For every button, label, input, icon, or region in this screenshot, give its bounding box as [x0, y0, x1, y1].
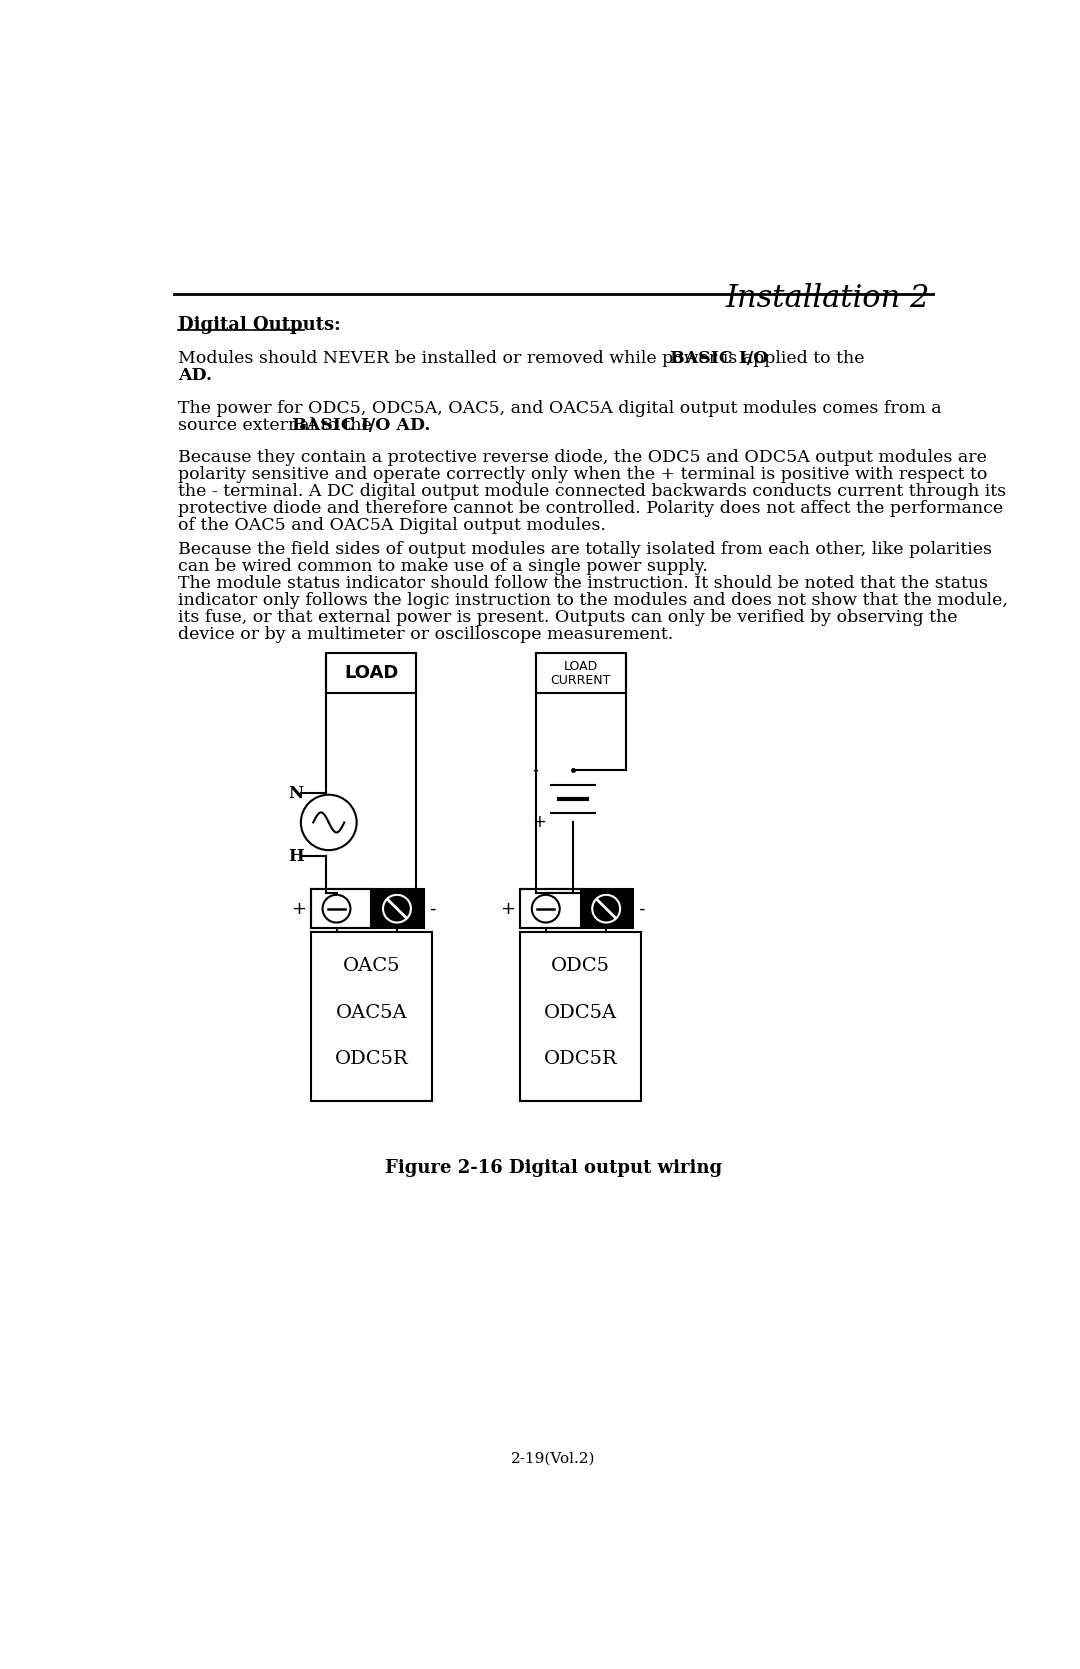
Circle shape: [383, 895, 410, 923]
Circle shape: [323, 895, 350, 923]
Text: device or by a multimeter or oscilloscope measurement.: device or by a multimeter or oscilloscop…: [177, 626, 673, 643]
Circle shape: [592, 895, 620, 923]
Text: +: +: [292, 900, 307, 918]
Text: Because they contain a protective reverse diode, the ODC5 and ODC5A output modul: Because they contain a protective revers…: [177, 449, 986, 466]
Text: of the OAC5 and OAC5A Digital output modules.: of the OAC5 and OAC5A Digital output mod…: [177, 517, 606, 534]
Text: protective diode and therefore cannot be controlled. Polarity does not affect th: protective diode and therefore cannot be…: [177, 499, 1002, 517]
Text: OAC5A: OAC5A: [336, 1003, 407, 1021]
Text: +: +: [532, 813, 546, 831]
Bar: [311, 890, 424, 928]
Text: N: N: [288, 784, 303, 801]
Text: Because the field sides of output modules are totally isolated from each other, : Because the field sides of output module…: [177, 541, 991, 559]
Text: BASIC I/O: BASIC I/O: [670, 350, 768, 367]
Text: H: H: [288, 848, 305, 865]
Text: LOAD: LOAD: [564, 661, 597, 673]
Text: polarity sensitive and operate correctly only when the + terminal is positive wi: polarity sensitive and operate correctly…: [177, 466, 987, 482]
Text: OAC5: OAC5: [342, 958, 400, 975]
Text: The power for ODC5, ODC5A, OAC5, and OAC5A digital output modules comes from a: The power for ODC5, ODC5A, OAC5, and OAC…: [177, 401, 942, 417]
Bar: [372, 890, 424, 928]
Text: 2-19(Vol.2): 2-19(Vol.2): [511, 1452, 596, 1465]
Text: the - terminal. A DC digital output module connected backwards conducts current : the - terminal. A DC digital output modu…: [177, 482, 1005, 501]
Text: BASIC I/O AD.: BASIC I/O AD.: [293, 417, 431, 434]
Text: +: +: [500, 900, 515, 918]
Bar: [521, 931, 642, 1102]
Text: -: -: [429, 900, 435, 918]
Text: LOAD: LOAD: [345, 664, 399, 683]
Bar: [311, 931, 432, 1102]
Text: indicator only follows the logic instruction to the modules and does not show th: indicator only follows the logic instruc…: [177, 592, 1008, 609]
Circle shape: [531, 895, 559, 923]
Text: Digital Outputs:: Digital Outputs:: [177, 315, 340, 334]
Circle shape: [301, 794, 356, 850]
Text: CURRENT: CURRENT: [551, 674, 611, 688]
Bar: [521, 890, 581, 928]
Text: ODC5: ODC5: [551, 958, 610, 975]
Text: its fuse, or that external power is present. Outputs can only be verified by obs: its fuse, or that external power is pres…: [177, 609, 957, 626]
Text: ODC5R: ODC5R: [543, 1050, 618, 1068]
Text: source external to the: source external to the: [177, 417, 377, 434]
Text: AD.: AD.: [177, 367, 212, 384]
Bar: [536, 653, 625, 693]
Text: Modules should NEVER be installed or removed while power is applied to the: Modules should NEVER be installed or rem…: [177, 350, 869, 367]
Text: Figure 2-16 Digital output wiring: Figure 2-16 Digital output wiring: [384, 1158, 723, 1177]
Text: can be wired common to make use of a single power supply.: can be wired common to make use of a sin…: [177, 559, 707, 576]
Text: The module status indicator should follow the instruction. It should be noted th: The module status indicator should follo…: [177, 576, 987, 592]
Bar: [311, 890, 372, 928]
Text: Installation 2: Installation 2: [725, 284, 930, 314]
Text: ODC5R: ODC5R: [335, 1050, 408, 1068]
Bar: [581, 890, 633, 928]
Text: -: -: [638, 900, 645, 918]
Bar: [521, 890, 633, 928]
Bar: [326, 653, 416, 693]
Text: -: -: [532, 761, 539, 779]
Text: ODC5A: ODC5A: [544, 1003, 617, 1021]
